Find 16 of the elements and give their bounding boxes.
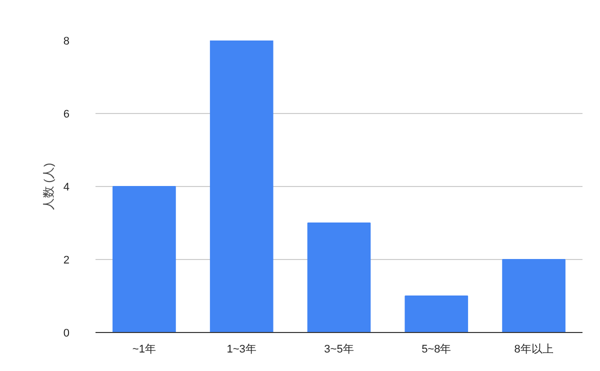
y-tick-label: 6	[63, 108, 70, 120]
y-tick-label: 8	[63, 36, 70, 48]
x-tick-label: ~1年	[132, 344, 156, 356]
x-tick-label: 3~5年	[324, 344, 354, 356]
bar	[112, 186, 176, 332]
x-tick-label: 8年以上	[514, 342, 554, 356]
y-tick-label: 2	[63, 254, 70, 266]
y-tick-label: 4	[63, 182, 70, 194]
bar	[404, 296, 468, 332]
bar	[502, 259, 566, 332]
x-tick-label: 5~8年	[422, 344, 452, 356]
bar	[210, 40, 274, 332]
x-tick-label: 1~3年	[226, 344, 256, 356]
y-axis-title: 人数 (人)	[41, 162, 56, 210]
bar	[307, 222, 371, 332]
y-tick-label: 0	[63, 328, 70, 340]
